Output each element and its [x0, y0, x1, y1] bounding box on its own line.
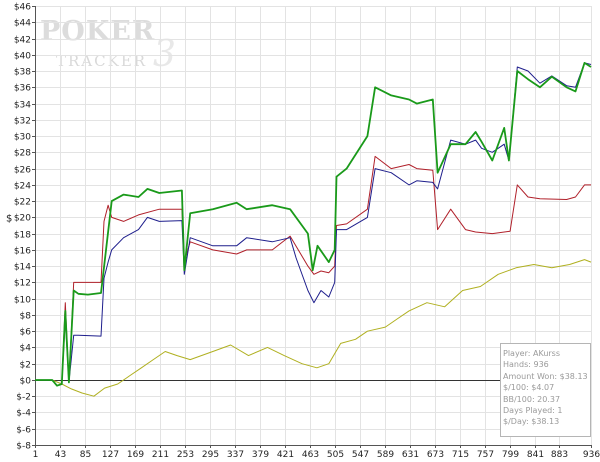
x-tick-label: 673	[427, 450, 444, 460]
x-tick-label: 379	[252, 450, 269, 460]
tick-labels: $-8 $-6 $-4 $-2 $0 $2 $4 $6 $8 $10 $12 $14 $16 $18 $20…	[6, 3, 600, 461]
x-tick-label: 463	[302, 450, 319, 460]
y-tick-label: $28	[14, 149, 31, 159]
series-line-3	[35, 155, 591, 387]
y-tick-label: $-6	[16, 426, 31, 436]
stat-hands: Hands: 936	[503, 360, 549, 370]
axes	[32, 6, 592, 448]
stat-dollars-per-100: $/100: $4.07	[503, 383, 555, 393]
y-tick-label: $4	[20, 344, 32, 354]
y-tick-label: $46	[14, 3, 31, 13]
y-tick-label: $42	[14, 36, 31, 46]
y-tick-label: $-8	[16, 442, 31, 452]
stat-days-played: Days Played: 1	[503, 406, 563, 416]
series-line-4	[35, 259, 592, 397]
x-tick-label: 1	[33, 450, 39, 460]
y-tick-label: $16	[14, 247, 31, 257]
series-line-2	[35, 62, 592, 387]
y-tick-label: $30	[14, 133, 31, 143]
y-tick-label: $10	[14, 296, 31, 306]
stat-player: Player: AKurss	[503, 349, 561, 358]
y-tick-label: $8	[20, 312, 32, 322]
stats-box: Player: AKurss Hands: 936 Amount Won: $3…	[500, 343, 591, 437]
y-tick-label: $32	[14, 117, 31, 127]
y-tick-label: $0	[20, 377, 32, 387]
x-tick-label: 841	[527, 450, 544, 460]
x-tick-label: 421	[277, 450, 294, 460]
stat-bb-per-100: BB/100: 20.37	[503, 394, 561, 404]
y-tick-label: $6	[20, 328, 32, 338]
x-tick-label: 85	[80, 450, 91, 460]
stat-dollars-per-day: $/Day: $38.13	[503, 417, 560, 427]
y-tick-label: $38	[14, 68, 31, 78]
x-tick-label: 589	[377, 450, 394, 460]
x-tick-label: 715	[452, 450, 469, 460]
x-tick-label: 799	[502, 450, 519, 460]
x-tick-label: 169	[127, 450, 144, 460]
stat-amount-won: Amount Won: $38.13	[503, 371, 588, 381]
x-tick-label: 337	[227, 450, 244, 460]
y-tick-label: $36	[14, 84, 31, 94]
y-tick-label: $2	[20, 361, 31, 371]
y-tick-label: $18	[14, 231, 31, 241]
y-tick-label: $34	[14, 101, 31, 111]
y-tick-label: $26	[14, 166, 31, 176]
x-tick-label: 43	[55, 450, 66, 460]
y-tick-label: $-2	[16, 393, 31, 403]
x-tick-label: 757	[477, 450, 494, 460]
y-tick-label: $12	[14, 279, 31, 289]
x-tick-label: 295	[202, 450, 219, 460]
y-tick-label: $-4	[16, 409, 31, 419]
x-tick-label: 883	[551, 450, 568, 460]
x-tick-label: 631	[402, 450, 419, 460]
watermark-version: 3	[153, 34, 176, 75]
x-tick-label: 547	[352, 450, 369, 460]
x-tick-label: 127	[102, 450, 119, 460]
y-tick-label: $22	[14, 198, 31, 208]
x-tick-label: 211	[152, 450, 169, 460]
x-tick-label: 936	[583, 450, 600, 460]
y-tick-label: $20	[14, 214, 31, 224]
x-tick-label: 505	[327, 450, 344, 460]
y-tick-label: $40	[14, 52, 31, 62]
y-tick-label: $24	[14, 182, 31, 192]
y-axis-label: $	[6, 214, 12, 225]
y-tick-label: $14	[14, 263, 31, 273]
series-lines	[35, 62, 592, 397]
x-tick-label: 253	[177, 450, 194, 460]
watermark-brand-top: POKER	[40, 16, 155, 47]
series-line-1	[35, 62, 592, 387]
watermark-brand-bottom: TRACKER	[56, 52, 147, 70]
y-tick-label: $44	[14, 19, 31, 29]
